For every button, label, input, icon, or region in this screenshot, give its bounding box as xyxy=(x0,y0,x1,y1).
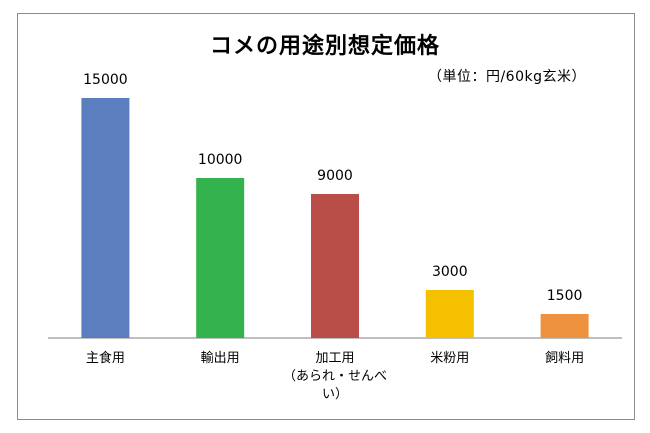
chart-title: コメの用途別想定価格 xyxy=(209,34,440,59)
data-label-5: 1500 xyxy=(547,288,583,304)
bar-2 xyxy=(196,178,245,338)
data-label-2: 10000 xyxy=(198,152,243,168)
data-label-1: 15000 xyxy=(83,72,128,88)
unit-label: （単位：円/60kg玄米） xyxy=(427,69,586,85)
category-label-3: 加工用 （あられ・せんべ い） xyxy=(282,351,387,402)
data-label-3: 9000 xyxy=(317,168,353,184)
bar-4 xyxy=(425,290,474,338)
category-label-4: 米粉用 xyxy=(430,351,470,366)
bar-5 xyxy=(540,314,589,338)
category-label-5: 飼料用 xyxy=(545,351,585,366)
category-label-2: 輸出用 xyxy=(200,351,240,366)
bar-3 xyxy=(311,194,359,338)
data-label-4: 3000 xyxy=(432,264,468,280)
category-label-1: 主食用 xyxy=(85,351,125,366)
bar-1 xyxy=(81,98,130,338)
